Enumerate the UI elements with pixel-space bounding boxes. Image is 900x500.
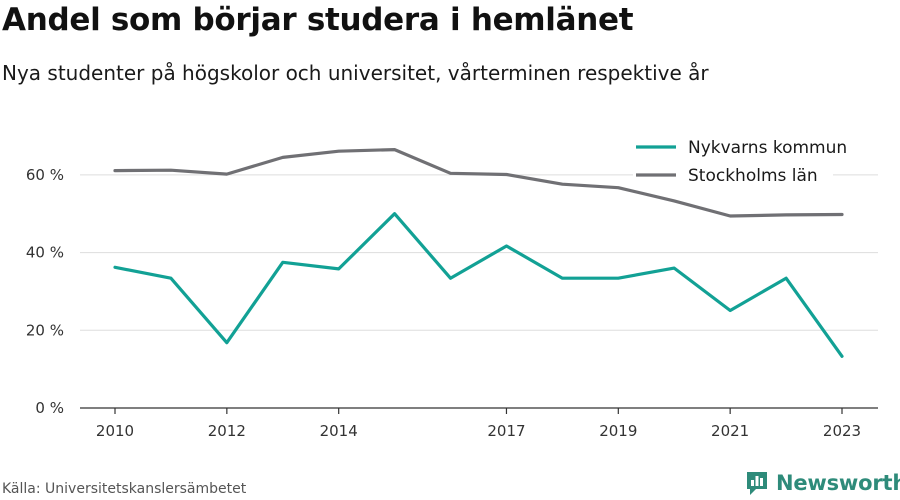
x-tick-label: 2023 [823,422,861,440]
legend-label: Stockholms län [688,166,818,186]
legend: Nykvarns kommun Stockholms län [633,138,847,189]
y-axis-tick-labels: 0 % 20 % 40 % 60 % [26,166,64,417]
legend-background [633,139,833,161]
series-line [113,212,844,358]
grid-lines [80,174,878,331]
y-tick-label: 40 % [26,244,64,262]
x-tick-label: 2019 [599,422,637,440]
y-tick-label: 20 % [26,321,64,339]
newsworthy-logo-icon [747,472,767,495]
series-lines [113,148,844,358]
y-tick-label: 60 % [26,166,64,184]
x-tick-label: 2014 [320,422,358,440]
x-axis: 2010 2012 2014 2017 2019 2021 2023 [80,407,878,440]
series-line [113,148,844,218]
legend-background [633,167,833,189]
line-chart: 0 % 20 % 40 % 60 % 2010 2012 2014 2017 2019 2021… [26,138,878,440]
legend-label: Nykvarns kommun [688,138,847,158]
brand-logo: Newsworthy [745,467,900,499]
x-tick-label: 2010 [96,422,134,440]
source-note: Källa: Universitetskanslersämbetet [2,481,247,497]
brand-name: Newsworthy [776,471,900,495]
chart-title: Andel som börjar studera i hemlänet [2,2,634,38]
x-tick-label: 2012 [208,422,246,440]
chart-subtitle: Nya studenter på högskolor och universit… [2,61,709,85]
x-tick-label: 2021 [711,422,749,440]
y-tick-label: 0 % [35,399,64,417]
x-tick-label: 2017 [487,422,525,440]
